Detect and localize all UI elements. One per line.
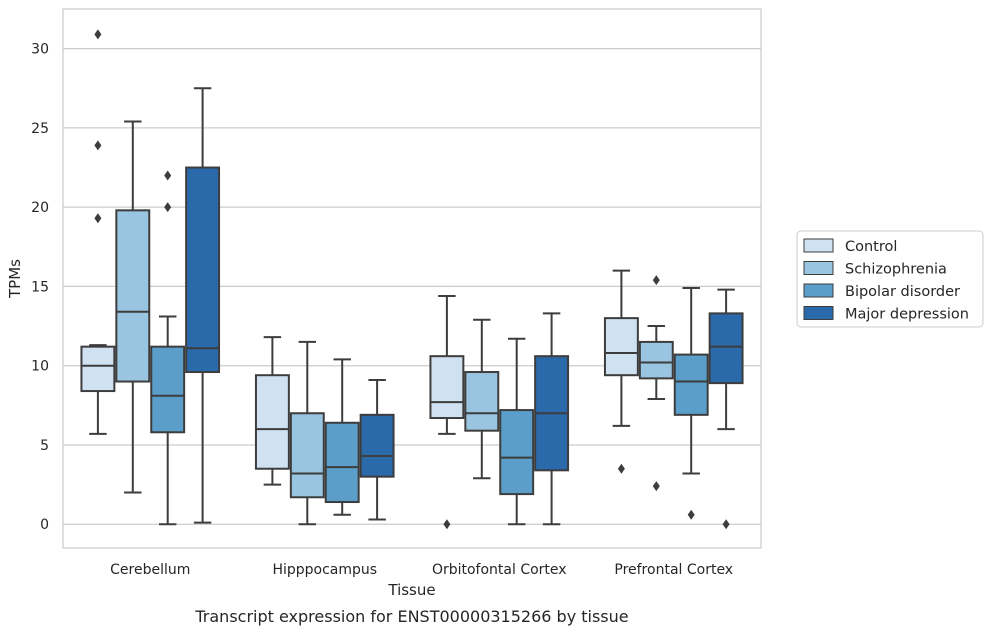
- box-group: [324, 358, 360, 516]
- x-axis-label: Tissue: [387, 581, 435, 599]
- box-group: [80, 29, 116, 435]
- box-group: [359, 378, 395, 521]
- box: [499, 409, 535, 496]
- x-tick-label: Cerebellum: [110, 562, 190, 578]
- box: [80, 345, 116, 393]
- outlier-point: [94, 29, 102, 40]
- legend-label: Schizophrenia: [845, 262, 947, 278]
- y-tick-labels: 0 5 10 15 20 25 30: [31, 42, 49, 534]
- box: [254, 374, 290, 470]
- box-group: [115, 120, 151, 494]
- box: [673, 353, 709, 416]
- x-tick-label: Orbitofontal Cortex: [432, 562, 567, 578]
- box-group: [150, 170, 186, 526]
- legend-swatch: [803, 238, 834, 253]
- box-group: [708, 288, 744, 530]
- y-axis-label: TPMs: [6, 259, 24, 299]
- outlier-point: [617, 463, 625, 474]
- box-group: [429, 294, 465, 530]
- box: [638, 340, 674, 380]
- outlier-point: [164, 170, 172, 181]
- outlier-point: [94, 213, 102, 224]
- box: [429, 355, 465, 420]
- legend-swatch: [803, 261, 834, 275]
- chart-title: Transcript expression for ENST0000031526…: [194, 607, 628, 626]
- box: [708, 312, 744, 385]
- outlier-point: [652, 481, 660, 492]
- outlier-point: [652, 275, 660, 286]
- legend-frame: [796, 230, 984, 328]
- plot-frame: [62, 8, 762, 549]
- y-tick-label: 30: [31, 42, 49, 58]
- x-tick-labels: Cerebellum Hipppocampus Orbitofontal Corte…: [110, 562, 733, 578]
- x-tick-label: Prefrontal Cortex: [614, 562, 733, 578]
- outlier-point: [443, 519, 451, 530]
- legend-label: Control: [845, 239, 897, 255]
- box-group: [673, 287, 709, 520]
- box: [324, 421, 360, 504]
- box-group: [638, 275, 674, 492]
- y-tick-label: 25: [31, 121, 49, 137]
- box: [115, 209, 151, 383]
- outlier-point: [164, 202, 172, 213]
- box: [359, 413, 395, 478]
- box-group: [289, 340, 325, 526]
- y-tick-label: 5: [40, 438, 49, 454]
- box-group: [464, 318, 500, 480]
- box-group: [534, 312, 570, 526]
- y-tick-label: 0: [40, 517, 49, 533]
- y-tick-label: 10: [31, 359, 49, 375]
- legend: Control Schizophrenia Bipolar disorder Majo…: [796, 230, 984, 328]
- box-group: [499, 337, 535, 526]
- legend-label: Bipolar disorder: [845, 284, 960, 300]
- legend-swatch: [803, 306, 834, 320]
- box: [603, 317, 639, 377]
- outlier-point: [94, 140, 102, 151]
- box-group: [185, 87, 221, 524]
- box-group: [603, 269, 639, 474]
- legend-swatch: [803, 283, 834, 298]
- box-groups: [80, 29, 744, 530]
- box: [289, 412, 325, 499]
- box-group: [254, 336, 290, 486]
- box: [150, 345, 186, 434]
- outlier-point: [687, 509, 695, 520]
- box: [185, 166, 221, 374]
- box: [464, 371, 500, 432]
- outlier-point: [722, 519, 730, 530]
- x-tick-label: Hipppocampus: [272, 562, 377, 578]
- legend-label: Major depression: [845, 307, 969, 323]
- y-tick-label: 20: [31, 200, 49, 216]
- y-tick-label: 15: [31, 279, 49, 295]
